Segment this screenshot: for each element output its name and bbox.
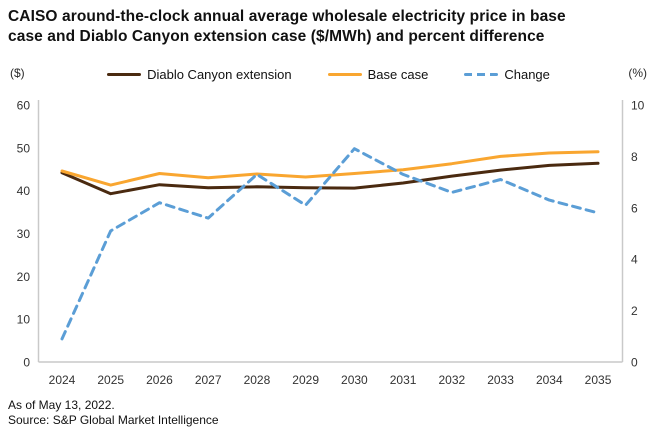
legend-swatch-diablo-canyon-extension <box>107 72 142 76</box>
right-axis-tick-label: 4 <box>631 253 638 267</box>
x-axis-tick-label: 2026 <box>146 373 173 387</box>
x-axis-tick-label: 2030 <box>341 373 368 387</box>
left-axis-tick-label: 40 <box>17 184 31 198</box>
left-axis-tick-label: 0 <box>23 356 30 370</box>
legend-swatch-change <box>464 72 499 76</box>
x-axis-tick-label: 2032 <box>438 373 465 387</box>
legend-item-change: Change <box>464 67 550 82</box>
legend-row: ($) Diablo Canyon extension Base case Ch… <box>0 65 657 83</box>
x-axis-tick-label: 2029 <box>292 373 319 387</box>
chart-title-line-1: CAISO around-the-clock annual average wh… <box>8 8 566 25</box>
left-axis-tick-label: 20 <box>17 270 31 284</box>
left-axis-tick-label: 50 <box>17 141 31 155</box>
as-of-date: As of May 13, 2022. <box>8 398 115 412</box>
series-line-change <box>60 147 600 341</box>
legend-label: Change <box>504 66 550 82</box>
source-attribution: Source: S&P Global Market Intelligence <box>8 413 219 427</box>
right-axis-tick-label: 10 <box>631 99 645 113</box>
legend-label: Base case <box>367 66 429 82</box>
left-axis-tick-label: 10 <box>17 313 31 327</box>
x-axis-tick-label: 2035 <box>585 373 612 387</box>
right-axis-tick-label: 8 <box>631 150 638 164</box>
right-axis-unit-label: (%) <box>628 66 647 80</box>
x-axis-tick-label: 2031 <box>390 373 417 387</box>
x-axis-tick-label: 2028 <box>244 373 271 387</box>
x-axis-tick-label: 2025 <box>97 373 124 387</box>
legend: Diablo Canyon extension Base case Change <box>0 65 657 83</box>
legend-item-diablo-canyon-extension: Diablo Canyon extension <box>107 67 292 82</box>
series-line-base-case <box>60 150 600 187</box>
x-axis-tick-label: 2033 <box>487 373 514 387</box>
right-axis-tick-label: 0 <box>631 356 638 370</box>
chart-title-line-2: case and Diablo Canyon extension case ($… <box>8 28 545 45</box>
right-axis-tick-label: 6 <box>631 201 638 215</box>
x-axis-tick-label: 2024 <box>49 373 76 387</box>
x-axis-tick-label: 2027 <box>195 373 222 387</box>
legend-item-base-case: Base case <box>327 66 429 82</box>
x-axis-tick-label: 2034 <box>536 373 563 387</box>
left-axis-tick-label: 30 <box>17 227 31 241</box>
left-axis-unit-label: ($) <box>10 66 25 80</box>
left-axis-tick-label: 60 <box>17 99 31 113</box>
series-line-diablo-canyon-extension <box>60 161 600 196</box>
right-axis-tick-label: 2 <box>631 304 638 318</box>
legend-swatch-base-case <box>327 72 362 76</box>
chart-title: CAISO around-the-clock annual average wh… <box>8 7 653 47</box>
legend-label: Diablo Canyon extension <box>147 66 292 82</box>
chart-footer: As of May 13, 2022. Source: S&P Global M… <box>8 398 219 428</box>
